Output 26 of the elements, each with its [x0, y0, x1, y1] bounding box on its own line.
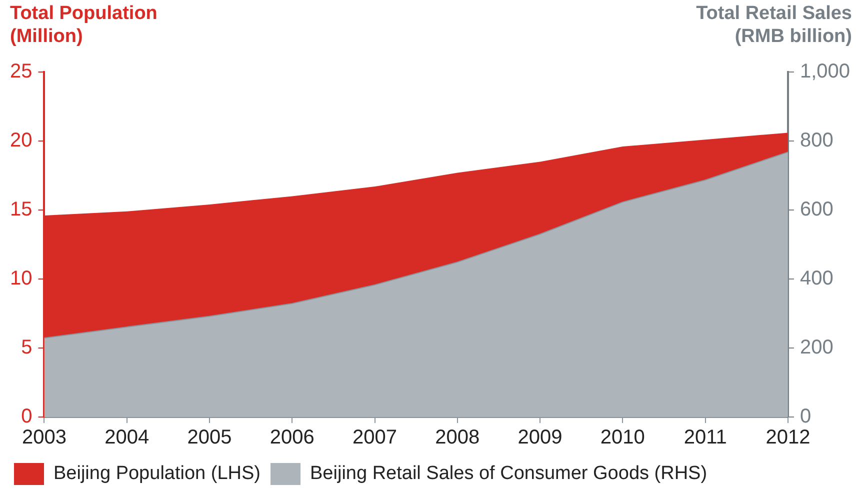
y-tick-label: 25	[10, 60, 32, 83]
x-tick-label: 2007	[352, 426, 398, 449]
x-tick-label: 2009	[518, 426, 562, 449]
y-tick-label: 0	[21, 406, 32, 428]
y2-tick-label: 1,000	[800, 60, 850, 83]
x-tick-label: 2012	[766, 426, 810, 449]
x-tick-label: 2006	[270, 426, 314, 449]
x-tick-label: 2011	[684, 426, 727, 449]
legend-label: Beijing Retail Sales of Consumer Goods (RHS)	[310, 463, 708, 484]
y2-tick-label: 600	[800, 198, 834, 221]
y2-tick-label: 400	[800, 268, 834, 290]
x-tick-label: 2005	[187, 426, 232, 449]
y2-axis-title: Total Retail Sales (RMB billion)	[696, 2, 852, 48]
legend-label: Beijing Population (LHS)	[54, 463, 261, 484]
x-tick-label: 2010	[600, 426, 645, 449]
y2-tick-label: 800	[800, 130, 834, 152]
y-tick-label: 20	[10, 130, 32, 152]
y2-tick-label: 200	[800, 336, 834, 359]
y2-tick-label: 0	[800, 406, 812, 428]
x-tick-label: 2003	[22, 426, 66, 449]
y-tick-label: 5	[21, 336, 32, 359]
x-tick-label: 2004	[104, 426, 150, 449]
y-tick-label: 10	[10, 268, 32, 290]
x-tick-label: 2008	[435, 426, 480, 449]
y-axis-title: Total Population (Million)	[10, 2, 158, 48]
y-tick-label: 15	[10, 198, 32, 221]
